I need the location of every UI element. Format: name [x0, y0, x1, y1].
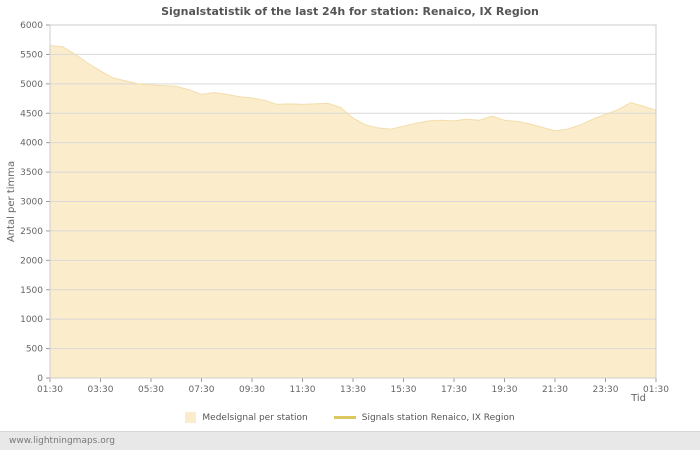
y-tick-label: 6000 — [20, 21, 43, 31]
x-tick-label: 05:30 — [138, 385, 164, 395]
x-tick-label: 13:30 — [340, 385, 366, 395]
y-tick-label: 4000 — [20, 139, 43, 149]
x-tick-label: 09:30 — [239, 385, 265, 395]
x-tick-label: 01:30 — [643, 385, 669, 395]
legend-item-station: Signals station Renaico, IX Region — [333, 412, 515, 423]
y-tick-label: 1500 — [20, 286, 43, 296]
signal-area-chart: 0 500 1000 1500 2000 2500 3000 3500 4000 4500 5000… — [20, 21, 669, 395]
y-tick-label: 2500 — [20, 227, 43, 237]
footer-bar: www.lightningmaps.org — [0, 431, 700, 450]
x-tick-label: 19:30 — [492, 385, 518, 395]
y-tick-label: 4500 — [20, 109, 43, 119]
x-tick-label: 07:30 — [189, 385, 215, 395]
x-tick-label: 15:30 — [391, 385, 417, 395]
y-tick-label: 5000 — [20, 80, 43, 90]
x-tick-label: 03:30 — [88, 385, 114, 395]
website-url: www.lightningmaps.org — [9, 436, 115, 446]
y-tick-label: 500 — [26, 345, 43, 355]
plot-border — [49, 24, 657, 379]
y-tick-label: 3000 — [20, 198, 43, 208]
area-series-medelsignal — [50, 45, 656, 378]
legend-label-station: Signals station Renaico, IX Region — [361, 412, 515, 423]
y-tick-label: 1000 — [20, 315, 43, 325]
area-edge-line — [49, 45, 657, 132]
x-tick-label: 21:30 — [542, 385, 568, 395]
x-tick-label: 11:30 — [290, 385, 316, 395]
x-tick-label: 23:30 — [593, 385, 619, 395]
area-swatch-icon — [185, 412, 197, 423]
legend-label-medelsignal: Medelsignal per station — [202, 412, 308, 423]
chart-title: Signalstatistik of the last 24h for stat… — [161, 5, 539, 18]
legend-item-medelsignal: Medelsignal per station — [185, 412, 308, 423]
line-swatch-icon — [333, 416, 356, 419]
chart-legend: Medelsignal per station Signals station … — [0, 412, 700, 423]
x-axis-label: Tid — [631, 393, 646, 404]
x-tick-label: 01:30 — [37, 385, 63, 395]
y-tick-label: 2000 — [20, 256, 43, 266]
y-tick-label: 3500 — [20, 168, 43, 178]
y-tick-label: 5500 — [20, 50, 43, 60]
y-tick-label: 0 — [37, 374, 43, 384]
x-tick-label: 17:30 — [441, 385, 467, 395]
